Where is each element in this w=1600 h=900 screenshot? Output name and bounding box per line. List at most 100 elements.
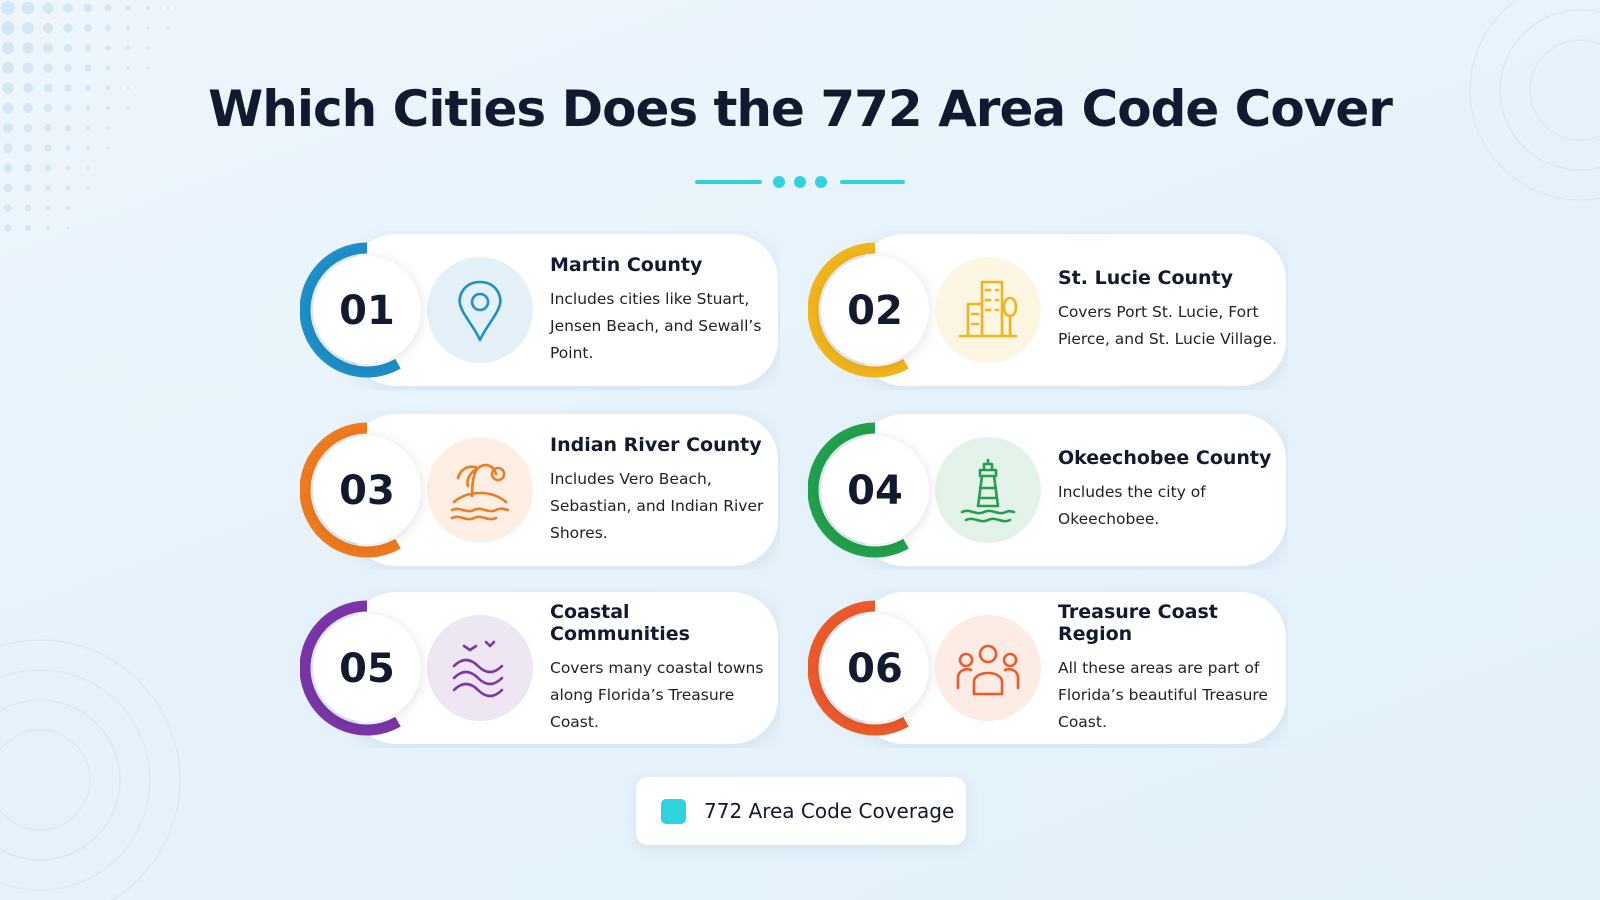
- card-background: [350, 592, 778, 744]
- dot: [25, 225, 31, 231]
- card-description: Includes Vero Beach, Sebastian, and Indi…: [550, 469, 764, 542]
- dot: [43, 103, 53, 113]
- dot: [106, 106, 110, 110]
- card: 06 Treasure Coast Region All these areas a…: [808, 588, 1288, 748]
- dot: [3, 183, 13, 193]
- dot: [3, 163, 13, 173]
- icon-background: [935, 437, 1041, 543]
- dot: [104, 24, 112, 32]
- number-badge: [313, 614, 421, 722]
- card-description: Covers many coastal towns along Florida’…: [550, 658, 764, 731]
- card-background: [858, 592, 1286, 744]
- dot: [126, 106, 130, 110]
- card-background: [858, 414, 1286, 566]
- card-description: Includes the city of Okeechobee.: [1058, 483, 1206, 528]
- dot: [106, 146, 110, 150]
- dot: [2, 102, 14, 114]
- card-text: Martin County Includes cities like Stuart…: [550, 254, 770, 367]
- dot: [86, 166, 90, 170]
- number-badge: [821, 256, 929, 364]
- dot: [86, 186, 90, 190]
- card-graphic: 06: [808, 592, 1286, 744]
- dot: [64, 84, 72, 92]
- dot: [166, 6, 170, 10]
- card: 04 Okeechobee County Includes the city of …: [808, 410, 1288, 570]
- dot: [125, 45, 131, 51]
- card-title: Treasure Coast Region: [1058, 600, 1218, 645]
- number-ring: [808, 422, 909, 558]
- dot: [104, 4, 112, 12]
- dot: [1, 61, 15, 75]
- card-graphic: 02: [808, 234, 1286, 386]
- card-background: [350, 414, 778, 566]
- dot: [84, 24, 92, 32]
- card: 02 St. Lucie County Covers Port St. Lucie,…: [808, 230, 1288, 390]
- dot: [65, 165, 71, 171]
- dot: [105, 65, 111, 71]
- card-graphic: 05: [300, 592, 778, 744]
- icon-background: [935, 615, 1041, 721]
- dot: [85, 85, 91, 91]
- number: 06: [847, 646, 903, 692]
- number-ring: [300, 600, 401, 736]
- dot: [85, 145, 91, 151]
- card: 03 Indian River County Includes Vero Beach…: [300, 410, 780, 570]
- number-badge: [313, 436, 421, 544]
- dot: [45, 225, 51, 231]
- number-ring: [808, 242, 909, 378]
- dot: [65, 145, 71, 151]
- dot: [44, 164, 52, 172]
- dot-pattern: [1, 1, 170, 232]
- dot: [105, 45, 111, 51]
- dot: [43, 63, 53, 73]
- dot: [1, 1, 15, 15]
- card-text: Okeechobee County Includes the city of Ok…: [1058, 447, 1278, 533]
- card-background: [350, 234, 778, 386]
- dot: [105, 85, 111, 91]
- dot: [22, 82, 34, 94]
- dot: [44, 144, 52, 152]
- dot: [126, 66, 130, 70]
- dot: [43, 83, 53, 93]
- divider-dot: [815, 176, 827, 188]
- card-title: St. Lucie County: [1058, 267, 1234, 289]
- dot: [24, 164, 32, 172]
- dot: [2, 82, 14, 94]
- icon: [956, 644, 1020, 696]
- dot: [45, 205, 51, 211]
- number-ring: [300, 242, 401, 378]
- dot: [22, 42, 34, 54]
- dot: [146, 46, 150, 50]
- dot: [23, 143, 33, 153]
- dot: [23, 123, 33, 133]
- dot: [42, 2, 54, 14]
- dot: [65, 185, 71, 191]
- dot: [125, 5, 131, 11]
- dot: [21, 1, 35, 15]
- card-text: Coastal Communities Covers many coastal t…: [550, 601, 770, 736]
- card-title: Indian River County: [550, 433, 762, 456]
- card-title: Okeechobee County: [1058, 447, 1272, 469]
- number: 01: [339, 288, 395, 334]
- dot: [44, 124, 52, 132]
- number-badge: [821, 614, 929, 722]
- card-description: Covers Port St. Lucie, Fort Pierce, and …: [1058, 303, 1278, 348]
- card-title: Martin County: [550, 253, 703, 276]
- dot: [63, 3, 73, 13]
- icon-background: [427, 437, 533, 543]
- card-text: St. Lucie County Covers Port St. Lucie, F…: [1058, 267, 1278, 353]
- dot: [146, 66, 150, 70]
- number: 04: [847, 468, 903, 514]
- dot: [4, 204, 12, 212]
- dot: [23, 103, 33, 113]
- dot: [126, 86, 130, 90]
- dot: [22, 62, 34, 74]
- dot: [1, 41, 15, 55]
- icon: [960, 458, 1016, 523]
- dot: [85, 105, 91, 111]
- dot: [84, 44, 92, 52]
- dot: [66, 206, 70, 210]
- icon: [450, 463, 510, 521]
